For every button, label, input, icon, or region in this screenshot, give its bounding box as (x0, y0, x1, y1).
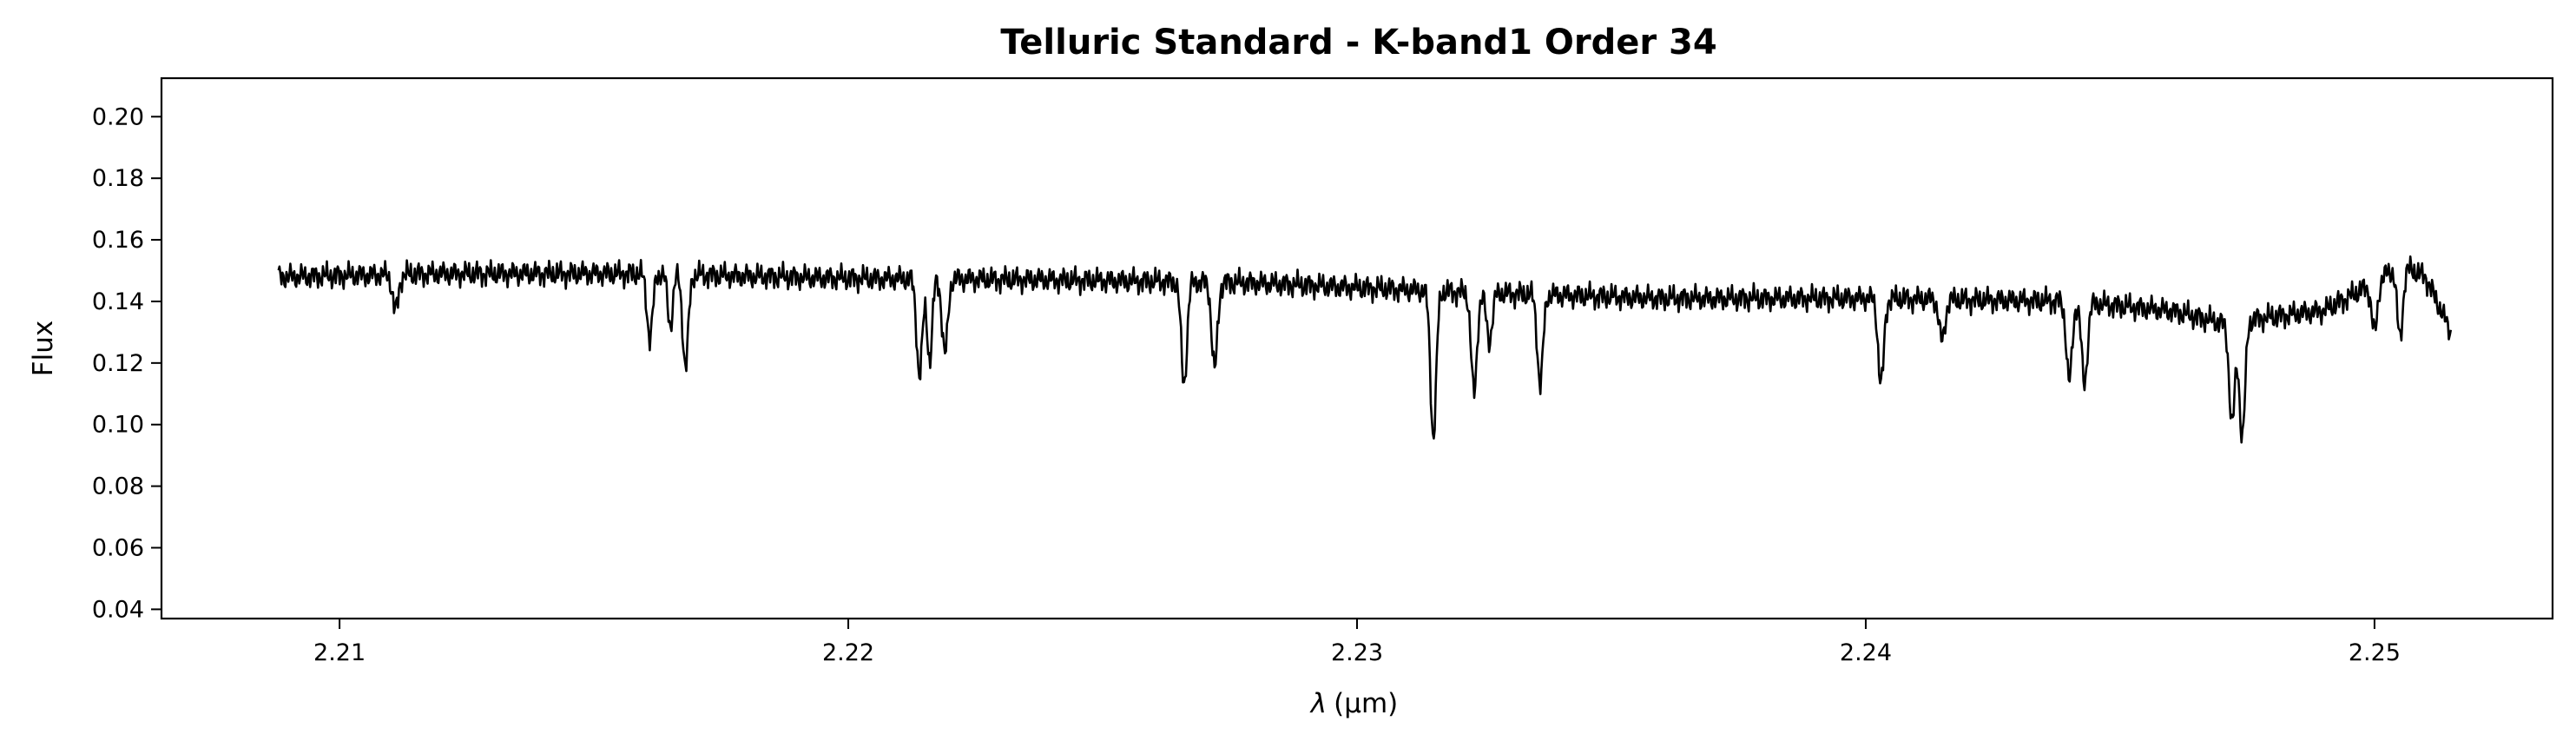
y-tick-label: 0.12 (92, 350, 144, 377)
y-tick-label: 0.16 (92, 227, 144, 254)
y-tick-label: 0.04 (92, 596, 144, 623)
y-tick-label: 0.18 (92, 165, 144, 192)
y-axis: 0.04 0.06 0.08 0.10 0.12 0.14 0.16 0.18 0.20 (92, 103, 161, 623)
y-tick-label: 0.10 (92, 412, 144, 439)
x-axis-label-unit: (μm) (1334, 688, 1398, 719)
x-axis: 2.21 2.22 2.23 2.24 2.25 (313, 619, 2401, 666)
y-tick-label: 0.20 (92, 103, 144, 130)
x-axis-label: λ (μm) (1309, 688, 1398, 719)
x-tick-label: 2.24 (1840, 639, 1892, 666)
x-tick-label: 2.23 (1331, 639, 1383, 666)
spectrum-line (277, 255, 2453, 444)
plot-frame (160, 76, 2554, 620)
y-tick-label: 0.06 (92, 534, 144, 561)
y-axis-label: Flux (28, 321, 59, 376)
chart-title: Telluric Standard - K-band1 Order 34 (1000, 23, 1716, 63)
x-tick-label: 2.22 (822, 639, 874, 666)
y-tick-label: 0.14 (92, 288, 144, 315)
x-tick-label: 2.25 (2349, 639, 2401, 666)
x-tick-label: 2.21 (313, 639, 366, 666)
y-tick-label: 0.08 (92, 473, 144, 500)
x-axis-label-symbol: λ (1309, 688, 1327, 719)
